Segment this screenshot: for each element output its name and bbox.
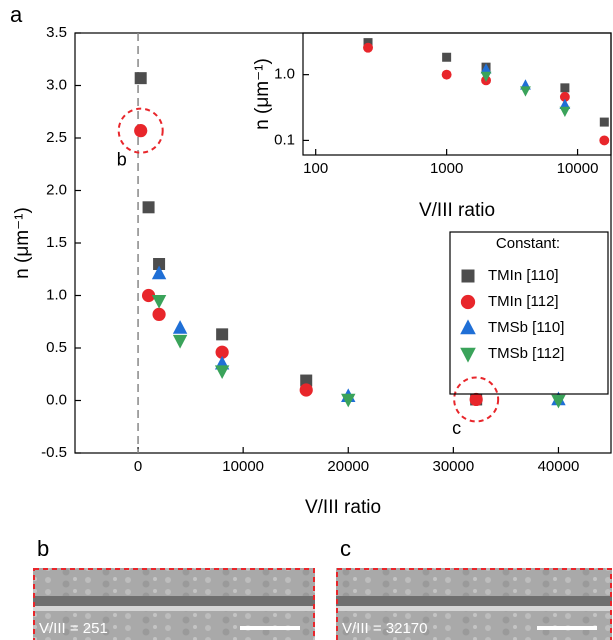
marker [215,345,229,359]
marker [141,288,156,303]
legend-label: TMIn [112] [488,293,559,310]
marker [560,83,570,93]
marker [599,117,609,127]
legend-label: TMIn [110] [488,267,559,284]
marker [153,258,166,270]
y-tick-label: 1.0 [46,286,67,303]
legend-box [449,231,609,395]
callout-circle [117,107,164,154]
y-axis-label: n (μm⁻¹) [12,207,33,279]
sem-caption: V/III = 251 [39,620,108,637]
callout-label: b [117,149,127,169]
marker [461,269,475,283]
inset-bg [200,34,610,230]
marker [441,69,452,80]
y-tick-label: 1.0 [274,66,295,83]
marker [300,374,313,387]
marker [341,393,356,408]
marker [599,135,610,146]
marker [442,52,452,62]
scale-bar [537,626,597,630]
sem-stripe [336,606,612,611]
y-tick-label: 2.0 [46,181,67,198]
panel-label: b [37,536,49,561]
callout-label: c [452,418,461,438]
marker [559,91,570,102]
marker [172,320,188,334]
x-tick-label: 1000 [430,160,463,177]
scale-bar [240,626,300,630]
marker [216,328,229,341]
sem-stripe [336,596,612,606]
y-tick-label: 0.5 [46,339,67,356]
marker [363,42,373,53]
callout-circle [453,376,500,423]
legend-label: TMSb [110] [488,319,564,336]
marker [214,365,230,380]
x-tick-label: 10000 [557,160,599,177]
marker [151,294,167,309]
marker [151,265,167,280]
y-tick-label: -0.5 [41,444,67,461]
marker [559,106,571,117]
y-tick-label: 0.0 [46,391,67,408]
sem-caption: V/III = 32170 [342,620,427,637]
marker [559,98,571,109]
marker [460,319,476,335]
marker [480,63,492,74]
x-tick-label: 10000 [222,458,264,475]
x-tick-label: 100 [303,160,328,177]
marker [460,347,476,363]
legend-title: Constant: [496,235,560,252]
x-tick-label: 20000 [327,458,369,475]
marker [134,72,147,85]
marker [480,71,492,83]
y-tick-label: 1.5 [46,234,67,251]
y-tick-label: 2.5 [46,129,67,146]
plot-area [302,32,612,156]
marker [469,392,483,407]
legend-label: TMSb [112] [488,345,564,362]
y-tick-label: 0.1 [274,131,295,148]
marker [460,294,476,310]
panel-label: a [10,2,23,27]
x-tick-label: 40000 [538,458,580,475]
marker [520,86,531,97]
marker [172,334,188,349]
x-tick-label: 0 [134,458,142,475]
x-axis-label: V/III ratio [419,200,495,221]
marker [152,307,166,321]
sem-stripe [33,606,315,611]
y-axis-label: n (μm⁻¹) [252,58,273,130]
y-tick-label: 3.0 [46,76,67,93]
sem-stripe [33,596,315,606]
marker [299,383,313,397]
x-axis-label: V/III ratio [305,497,381,518]
panel-label: c [340,536,351,561]
sem-border [33,568,315,640]
x-tick-label: 30000 [432,458,474,475]
marker [134,124,148,138]
marker [551,394,566,409]
sem-border [336,568,612,640]
marker [363,38,373,48]
marker [142,201,155,214]
y-tick-label: 3.5 [46,24,67,41]
